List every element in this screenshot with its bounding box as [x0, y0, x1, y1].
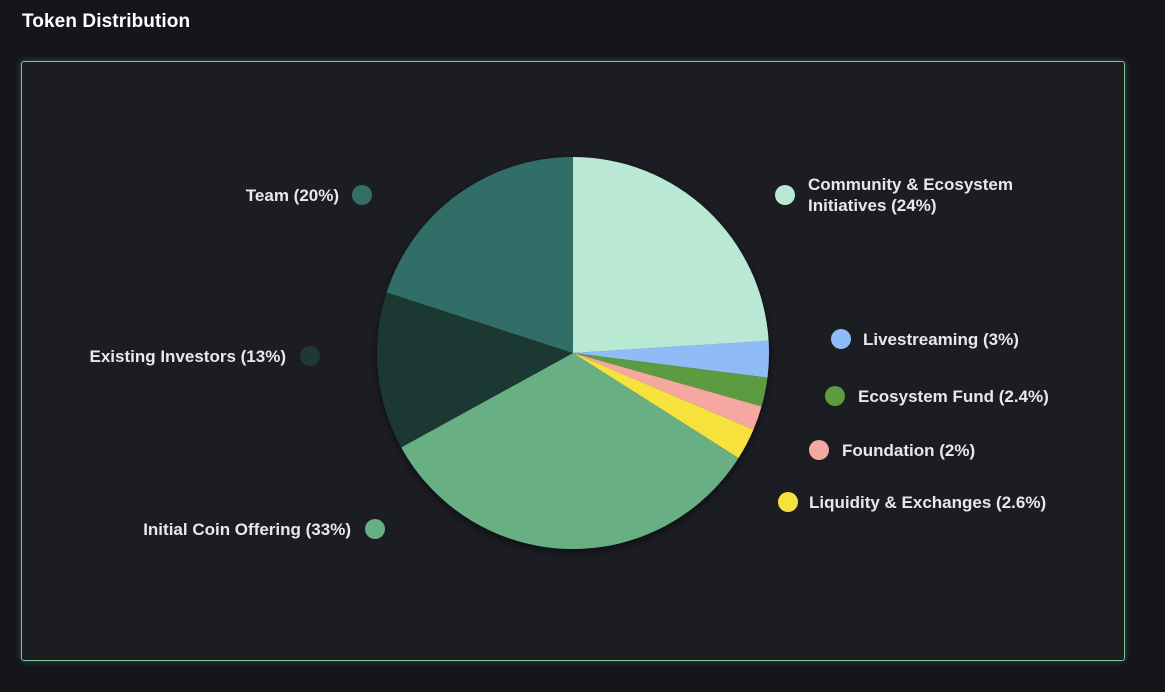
- legend-dot-community-and-ecosystem-initiatives: [775, 185, 795, 205]
- pie-slice-livestreaming[interactable]: [573, 340, 769, 378]
- legend-dot-ecosystem-fund: [825, 386, 845, 406]
- pie-slices: [376, 157, 769, 550]
- chart-card: Community & Ecosystem Initiatives (24%) Li…: [21, 61, 1125, 661]
- legend-label-livestreaming: Livestreaming (3%): [863, 330, 1019, 349]
- pie-slice-foundation[interactable]: [573, 353, 762, 430]
- legend-dot-liquidity-and-exchanges: [778, 492, 798, 512]
- legend-dot-team: [352, 185, 372, 205]
- legend-label-ecosystem-fund: Ecosystem Fund (2.4%): [858, 387, 1049, 406]
- legend-dot-initial-coin-offering: [365, 519, 385, 539]
- legend-label-team: Team (20%): [246, 186, 339, 205]
- pie-chart: Community & Ecosystem Initiatives (24%) Li…: [89, 157, 1049, 550]
- legend-dot-existing-investors: [300, 346, 320, 366]
- page-title: Token Distribution: [22, 11, 191, 32]
- legend-dot-livestreaming: [831, 329, 851, 349]
- pie-legend: Community & Ecosystem Initiatives (24%) Li…: [89, 175, 1049, 539]
- pie-slice-team[interactable]: [386, 157, 573, 353]
- legend-label-existing-investors: Existing Investors (13%): [89, 347, 286, 366]
- legend-label-liquidity-and-exchanges: Liquidity & Exchanges (2.6%): [809, 493, 1046, 512]
- pie-slice-initial-coin-offering[interactable]: [401, 353, 739, 550]
- pie-slice-existing-investors[interactable]: [376, 292, 573, 448]
- pie-slice-liquidity-and-exchanges[interactable]: [573, 353, 754, 459]
- pie-slice-ecosystem-fund[interactable]: [573, 353, 768, 407]
- legend-label-foundation: Foundation (2%): [842, 441, 975, 460]
- legend-label-community-and-ecosystem-initiatives: Community & Ecosystem Initiatives (24%): [808, 175, 1013, 215]
- pie-slice-community-and-ecosystem-initiatives[interactable]: [573, 157, 769, 353]
- legend-label-initial-coin-offering: Initial Coin Offering (33%): [143, 520, 351, 539]
- legend-dot-foundation: [809, 440, 829, 460]
